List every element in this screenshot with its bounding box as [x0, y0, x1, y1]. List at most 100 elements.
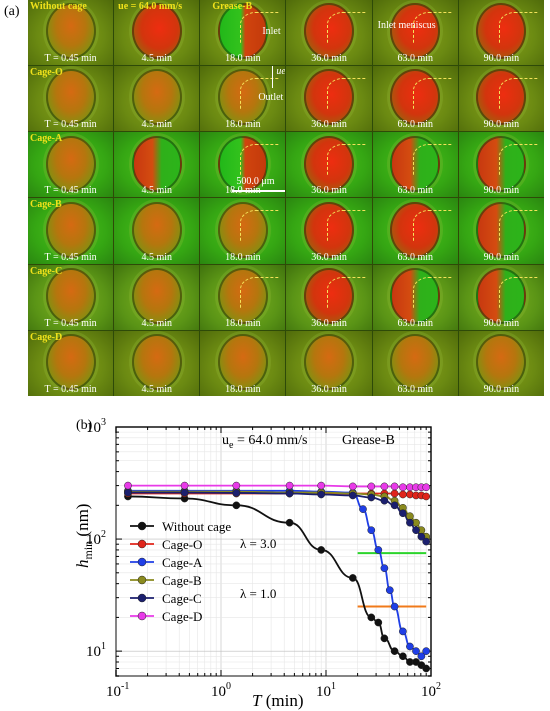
- data-point: [390, 647, 399, 655]
- time-label: 4.5 min: [141, 383, 173, 395]
- row-label: Cage-C: [30, 265, 63, 277]
- data-point: [367, 613, 376, 622]
- scale-label: 500.0 μm: [236, 176, 275, 188]
- legend-label: Cage-O: [162, 537, 202, 552]
- data-point: [367, 482, 376, 491]
- y-tick-base: 10: [86, 532, 101, 548]
- x-tick-base: 10: [211, 684, 226, 700]
- grease-header: Grease-B: [212, 1, 253, 12]
- micrograph-cells: T = 0.45 min Without cage 4.5 min ue = 64.0…: [28, 0, 544, 396]
- legend-marker: [137, 575, 147, 585]
- data-point: [385, 586, 394, 595]
- micrograph-cell: 4.5 min: [114, 66, 200, 132]
- x-tick-base: 10: [106, 684, 121, 700]
- time-label: 63.0 min: [397, 53, 434, 65]
- time-label: 36.0 min: [311, 119, 347, 131]
- x-tick-label: 102: [421, 681, 441, 700]
- time-label: 4.5 min: [141, 119, 173, 131]
- time-label: 4.5 min: [141, 53, 173, 65]
- micrograph-cell: 36.0 min: [286, 264, 372, 330]
- micrograph-cell: 4.5 min ue = 64.0 mm/s: [114, 0, 200, 66]
- micrograph-cell: 4.5 min: [114, 264, 200, 330]
- micrograph-cell: 63.0 min: [372, 132, 458, 198]
- micrograph-cell: 63.0 min: [372, 264, 458, 330]
- meniscus-line: [498, 210, 538, 242]
- y-tick-label: 103: [86, 417, 106, 436]
- data-point: [180, 481, 189, 490]
- meniscus-line: [326, 210, 366, 242]
- micrograph-cell: 90.0 min: [458, 330, 544, 396]
- legend-label: Cage-A: [162, 555, 203, 570]
- data-point: [380, 564, 389, 573]
- x-tick-exp: -1: [121, 681, 129, 692]
- time-label: 18.0 min: [225, 383, 261, 395]
- time-label: 63.0 min: [397, 317, 434, 329]
- data-point: [422, 664, 431, 673]
- micrograph-cell: 18.0 min ue Outlet: [200, 66, 286, 132]
- contact-region: [476, 334, 527, 391]
- time-label: 90.0 min: [483, 317, 520, 329]
- data-point: [285, 489, 294, 498]
- time-label: 90.0 min: [483, 119, 520, 131]
- legend-label: Cage-C: [162, 591, 202, 606]
- time-label: 90.0 min: [483, 185, 520, 197]
- meniscus-line: [326, 276, 366, 308]
- data-point: [285, 481, 294, 490]
- y-tick-exp: 2: [101, 529, 106, 540]
- micrograph-cell: 90.0 min: [458, 132, 544, 198]
- data-point: [390, 489, 399, 498]
- time-label: 4.5 min: [141, 317, 173, 329]
- x-tick-label: 100: [211, 681, 231, 700]
- legend: Without cage Cage-O Cage-A Cage-B Cage-C Cage…: [130, 519, 231, 624]
- lambda3-label: λ = 3.0: [240, 536, 276, 551]
- micrograph-cell: 90.0 min: [458, 0, 544, 66]
- time-label: 36.0 min: [311, 383, 347, 395]
- time-label: 36.0 min: [311, 251, 347, 263]
- data-point: [380, 496, 389, 505]
- legend-label: Cage-D: [162, 609, 202, 624]
- data-point: [422, 483, 431, 492]
- data-point: [406, 512, 414, 521]
- panel-a-label: (a): [4, 4, 20, 19]
- time-label: T = 0.45 min: [44, 119, 97, 131]
- micrograph-grid: T = 0.45 min Without cage 4.5 min ue = 64.0…: [28, 0, 544, 396]
- y-tick-exp: 3: [101, 417, 106, 428]
- row-label: Without cage: [30, 1, 87, 12]
- time-label: 36.0 min: [311, 317, 347, 329]
- meniscus-line: [240, 210, 280, 242]
- x-tick-exp: 0: [226, 681, 231, 692]
- x-tick-label: 10-1: [106, 681, 129, 700]
- x-tick-base: 10: [316, 684, 331, 700]
- x-tick-exp: 1: [331, 681, 336, 692]
- lambda1-label: λ = 1.0: [240, 586, 276, 601]
- data-point: [348, 491, 357, 500]
- meniscus-line: [326, 144, 366, 176]
- meniscus-line: [326, 78, 366, 110]
- data-point: [232, 481, 241, 490]
- time-label: 36.0 min: [311, 53, 347, 65]
- micrograph-cell: 18.0 min: [200, 264, 286, 330]
- data-point: [374, 618, 383, 627]
- meniscus-line: [498, 276, 538, 308]
- micrograph-cell: T = 0.45 min Cage-B: [28, 198, 114, 264]
- micrograph-cell: 36.0 min: [286, 330, 372, 396]
- speed-annotation: ue = 64.0 mm/s: [222, 433, 307, 451]
- data-point: [380, 634, 389, 643]
- data-point: [399, 627, 407, 636]
- time-label: T = 0.45 min: [44, 185, 97, 197]
- data-point: [367, 493, 376, 502]
- meniscus-line: [412, 276, 452, 308]
- contact-region: [131, 201, 182, 258]
- data-point: [180, 488, 189, 497]
- data-point: [359, 505, 367, 513]
- contact-region: [131, 334, 182, 391]
- contact-region: [45, 3, 96, 60]
- data-point: [124, 481, 132, 490]
- contact-region: [131, 135, 182, 192]
- contact-region: [304, 334, 355, 391]
- meniscus-line: [498, 12, 538, 43]
- data-point: [348, 574, 357, 582]
- micrograph-cell: 18.0 min: [200, 198, 286, 264]
